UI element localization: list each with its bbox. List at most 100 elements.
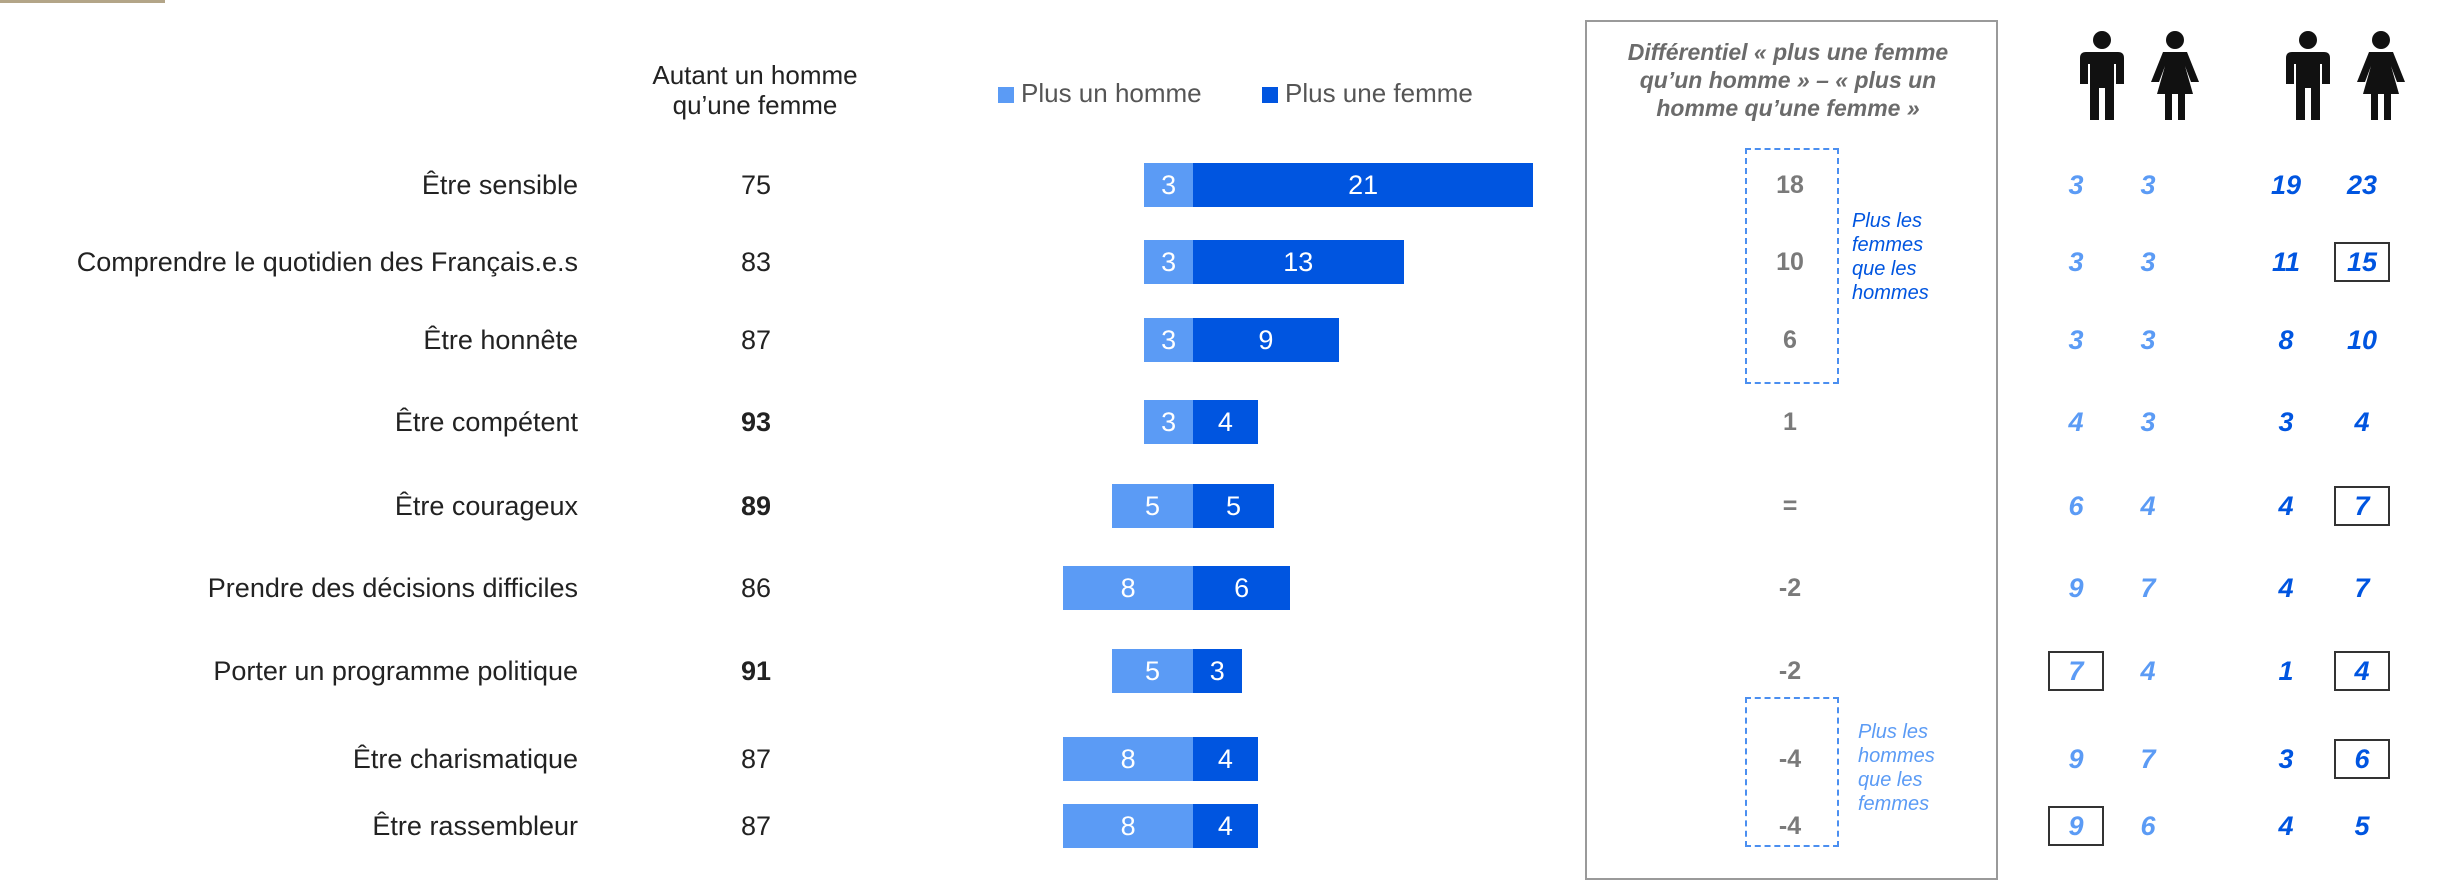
bar-plus-femme bbox=[1193, 649, 1242, 693]
differentiel-value: = bbox=[1782, 492, 1798, 520]
breakdown-value: 8 bbox=[2278, 325, 2294, 355]
breakdown-value: 4 bbox=[2278, 573, 2294, 603]
note-femmes-line: hommes bbox=[1852, 282, 1929, 304]
note-femmes-line: femmes bbox=[1852, 234, 1924, 256]
differentiel-value: 6 bbox=[1783, 326, 1797, 354]
legend-label-femme: Plus une femme bbox=[1285, 78, 1473, 108]
breakdown-value: 19 bbox=[2270, 170, 2302, 200]
breakdown-value: 6 bbox=[2140, 811, 2156, 841]
bar-plus-homme bbox=[1112, 649, 1193, 693]
diff-header-line1: Différentiel « plus une femme bbox=[1627, 39, 1949, 65]
autant-value: 87 bbox=[740, 744, 772, 774]
breakdown-value: 4 bbox=[2140, 656, 2156, 686]
bar-plus-homme bbox=[1063, 566, 1193, 610]
breakdown-value: 5 bbox=[2354, 811, 2370, 841]
breakdown-value: 4 bbox=[2140, 491, 2156, 521]
note-femmes-line: Plus les bbox=[1852, 210, 1923, 232]
category-label: Être charismatique bbox=[352, 744, 578, 774]
note-hommes-line: que les bbox=[1858, 769, 1923, 791]
legend-swatch-homme bbox=[998, 87, 1014, 103]
bar-label-plus-homme: 3 bbox=[1161, 170, 1177, 200]
bar-plus-femme bbox=[1193, 163, 1534, 207]
breakdown-value: 4 bbox=[2068, 407, 2084, 437]
category-label: Être rassembleur bbox=[372, 811, 578, 841]
bar-plus-homme bbox=[1144, 163, 1193, 207]
breakdown-value: 3 bbox=[2068, 170, 2084, 200]
breakdown-value: 3 bbox=[2140, 407, 2156, 437]
note-femmes-line: que les bbox=[1852, 258, 1917, 280]
breakdown-value: 15 bbox=[2334, 242, 2390, 282]
breakdown-value: 7 bbox=[2140, 573, 2156, 603]
bar-label-plus-femme: 13 bbox=[1283, 247, 1314, 277]
note-hommes-line: Plus les bbox=[1858, 721, 1929, 743]
bar-label-plus-homme: 3 bbox=[1161, 407, 1177, 437]
breakdown-value: 4 bbox=[2278, 491, 2294, 521]
breakdown-value: 3 bbox=[2140, 170, 2156, 200]
bar-label-plus-femme: 21 bbox=[1348, 170, 1379, 200]
category-label: Comprendre le quotidien des Français.e.s bbox=[76, 247, 578, 277]
note-plus-femmes: Plus les femmes que les hommes bbox=[1852, 209, 1929, 305]
autant-value: 91 bbox=[740, 656, 772, 686]
bar-label-plus-homme: 8 bbox=[1120, 744, 1136, 774]
breakdown-value: 9 bbox=[2068, 573, 2084, 603]
autant-value: 87 bbox=[740, 325, 772, 355]
bar-label-plus-homme: 8 bbox=[1120, 573, 1136, 603]
bar-plus-homme bbox=[1063, 737, 1193, 781]
differentiel-value: 10 bbox=[1776, 248, 1804, 276]
category-label: Être courageux bbox=[394, 491, 578, 521]
breakdown-value: 23 bbox=[2346, 170, 2378, 200]
breakdown-value: 3 bbox=[2140, 247, 2156, 277]
bar-plus-femme bbox=[1193, 566, 1291, 610]
bar-label-plus-femme: 4 bbox=[1217, 811, 1233, 841]
breakdown-value: 3 bbox=[2068, 325, 2084, 355]
autant-value: 86 bbox=[740, 573, 772, 603]
legend-swatch-femme bbox=[1262, 87, 1278, 103]
differentiel-value: -2 bbox=[1778, 657, 1802, 685]
bar-plus-femme bbox=[1193, 240, 1404, 284]
autant-header-line2: qu’une femme bbox=[672, 90, 838, 120]
autant-value: 89 bbox=[740, 491, 772, 521]
bar-label-plus-homme: 5 bbox=[1144, 656, 1161, 686]
bar-plus-homme bbox=[1112, 484, 1193, 528]
breakdown-value: 4 bbox=[2354, 407, 2370, 437]
breakdown-value: 7 bbox=[2140, 744, 2156, 774]
bar-label-plus-femme: 9 bbox=[1258, 325, 1274, 355]
category-label: Prendre des décisions difficiles bbox=[207, 573, 578, 603]
breakdown-value: 3 bbox=[2278, 407, 2294, 437]
breakdown-value: 7 bbox=[2354, 573, 2370, 603]
breakdown-value: 9 bbox=[2048, 806, 2104, 846]
dashed-box-femmes bbox=[1745, 148, 1839, 384]
differentiel-value: -2 bbox=[1778, 574, 1802, 602]
autant-value: 75 bbox=[740, 170, 772, 200]
bar-label-plus-femme: 4 bbox=[1217, 744, 1233, 774]
breakdown-value: 6 bbox=[2068, 491, 2084, 521]
woman-icon bbox=[2357, 31, 2405, 120]
breakdown-value: 3 bbox=[2140, 325, 2156, 355]
differentiel-value: -4 bbox=[1778, 812, 1802, 840]
category-label: Porter un programme politique bbox=[213, 656, 578, 686]
top-rule bbox=[0, 0, 165, 3]
differentiel-value: -4 bbox=[1778, 745, 1802, 773]
autant-value: 87 bbox=[740, 811, 772, 841]
breakdown-value: 9 bbox=[2068, 744, 2084, 774]
dashed-box-hommes bbox=[1745, 697, 1839, 847]
bar-label-plus-femme: 4 bbox=[1217, 407, 1233, 437]
breakdown-value: 3 bbox=[2278, 744, 2294, 774]
man-icon bbox=[2286, 31, 2330, 120]
note-hommes-line: femmes bbox=[1858, 793, 1930, 815]
bar-label-plus-femme: 6 bbox=[1234, 573, 1250, 603]
breakdown-value: 6 bbox=[2334, 739, 2390, 779]
bar-plus-homme bbox=[1144, 240, 1193, 284]
legend-label-homme: Plus un homme bbox=[1021, 78, 1202, 108]
breakdown-value: 4 bbox=[2278, 811, 2294, 841]
differentiel-value: 1 bbox=[1783, 408, 1797, 436]
category-label: Être honnête bbox=[423, 325, 578, 355]
autant-header: Autant un homme qu’une femme bbox=[620, 60, 890, 120]
bar-label-plus-femme: 3 bbox=[1209, 656, 1225, 686]
autant-value: 93 bbox=[740, 407, 772, 437]
bar-label-plus-homme: 3 bbox=[1161, 247, 1177, 277]
bar-plus-homme bbox=[1144, 318, 1193, 362]
breakdown-value: 3 bbox=[2068, 247, 2084, 277]
breakdown-value: 11 bbox=[2271, 247, 2301, 277]
bar-label-plus-femme: 5 bbox=[1225, 491, 1242, 521]
